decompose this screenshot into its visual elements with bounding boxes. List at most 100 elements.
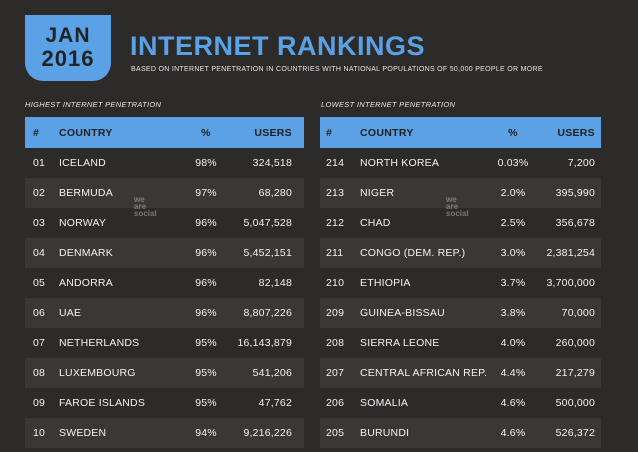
rank-cell: 206 xyxy=(326,397,345,409)
table-row: 206 SOMALIA 4.6% 500,000 xyxy=(320,388,601,418)
rank-cell: 208 xyxy=(326,337,345,349)
country-cell: NETHERLANDS xyxy=(59,337,140,349)
users-cell: 16,143,879 xyxy=(237,337,292,349)
rank-cell: 01 xyxy=(33,157,46,169)
users-cell: 356,678 xyxy=(555,217,595,229)
table-row: 05 ANDORRA 96% 82,148 xyxy=(25,268,304,298)
table-row: 209 GUINEA-BISSAU 3.8% 70,000 xyxy=(320,298,601,328)
rank-cell: 214 xyxy=(326,157,345,169)
page-title: INTERNET RANKINGS xyxy=(130,31,426,61)
pct-cell: 96% xyxy=(195,247,217,259)
table-row: 10 SWEDEN 94% 9,216,226 xyxy=(25,418,304,448)
users-cell: 5,047,528 xyxy=(243,217,292,229)
rank-cell: 08 xyxy=(33,367,46,379)
table-header: # COUNTRY % USERS xyxy=(25,117,304,148)
date-badge: JAN 2016 xyxy=(25,15,111,81)
pct-cell: 95% xyxy=(195,337,217,349)
users-cell: 82,148 xyxy=(258,277,292,289)
rank-cell: 07 xyxy=(33,337,46,349)
table-row: 207 CENTRAL AFRICAN REP. 4.4% 217,279 xyxy=(320,358,601,388)
pct-cell: 4.6% xyxy=(500,427,526,439)
users-cell: 5,452,151 xyxy=(243,247,292,259)
table-row: 03 NORWAY 96% 5,047,528 xyxy=(25,208,304,238)
rank-cell: 210 xyxy=(326,277,345,289)
pct-cell: 4.0% xyxy=(500,337,526,349)
country-cell: LUXEMBOURG xyxy=(59,367,136,379)
users-cell: 70,000 xyxy=(561,307,595,319)
pct-cell: 96% xyxy=(195,277,217,289)
pct-cell: 98% xyxy=(195,157,217,169)
rank-cell: 211 xyxy=(326,247,344,259)
country-cell: NORWAY xyxy=(59,217,107,229)
pct-cell: 97% xyxy=(195,187,217,199)
table-row: 212 CHAD 2.5% 356,678 xyxy=(320,208,601,238)
table-row: 06 UAE 96% 8,807,226 xyxy=(25,298,304,328)
left-section-title: HIGHEST INTERNET PENETRATION xyxy=(25,100,162,109)
table-row: 07 NETHERLANDS 95% 16,143,879 xyxy=(25,328,304,358)
country-cell: SIERRA LEONE xyxy=(360,337,440,349)
table-row: 04 DENMARK 96% 5,452,151 xyxy=(25,238,304,268)
column-header-country: COUNTRY xyxy=(59,126,113,139)
country-cell: FAROE ISLANDS xyxy=(59,397,146,409)
country-cell: NIGER xyxy=(360,187,395,199)
users-cell: 2,381,254 xyxy=(546,247,595,259)
country-cell: ICELAND xyxy=(59,157,106,169)
country-cell: CHAD xyxy=(360,217,391,229)
table-row: 205 BURUNDI 4.6% 526,372 xyxy=(320,418,601,448)
pct-cell: 95% xyxy=(195,367,217,379)
country-cell: GUINEA-BISSAU xyxy=(360,307,445,319)
users-cell: 526,372 xyxy=(555,427,595,439)
table-row: 01 ICELAND 98% 324,518 xyxy=(25,148,304,178)
column-header-pct: % xyxy=(201,126,211,139)
table-row: 211 CONGO (DEM. REP.) 3.0% 2,381,254 xyxy=(320,238,601,268)
page-subtitle: BASED ON INTERNET PENETRATION IN COUNTRI… xyxy=(131,66,543,73)
users-cell: 47,762 xyxy=(258,397,292,409)
rank-cell: 209 xyxy=(326,307,345,319)
column-header-rank: # xyxy=(33,126,40,139)
country-cell: SWEDEN xyxy=(59,427,107,439)
pct-cell: 4.4% xyxy=(500,367,526,379)
country-cell: CENTRAL AFRICAN REP. xyxy=(360,367,488,379)
country-cell: UAE xyxy=(59,307,82,319)
pct-cell: 0.03% xyxy=(497,157,529,169)
table-row: 02 BERMUDA 97% 68,280 xyxy=(25,178,304,208)
pct-cell: 3.8% xyxy=(500,307,526,319)
country-cell: SOMALIA xyxy=(360,397,409,409)
lowest-penetration-table: # COUNTRY % USERS 214 NORTH KOREA 0.03% … xyxy=(320,117,601,448)
table-header: # COUNTRY % USERS xyxy=(320,117,601,148)
country-cell: NORTH KOREA xyxy=(360,157,440,169)
country-cell: BERMUDA xyxy=(59,187,113,199)
pct-cell: 94% xyxy=(195,427,217,439)
country-cell: ANDORRA xyxy=(59,277,113,289)
table-row: 214 NORTH KOREA 0.03% 7,200 xyxy=(320,148,601,178)
rank-cell: 10 xyxy=(33,427,46,439)
country-cell: DENMARK xyxy=(59,247,113,259)
pct-cell: 3.0% xyxy=(500,247,526,259)
table-row: 213 NIGER 2.0% 395,990 xyxy=(320,178,601,208)
table-row: 210 ETHIOPIA 3.7% 3,700,000 xyxy=(320,268,601,298)
users-cell: 324,518 xyxy=(252,157,292,169)
country-cell: CONGO (DEM. REP.) xyxy=(360,247,466,259)
pct-cell: 96% xyxy=(195,217,217,229)
column-header-users: USERS xyxy=(254,126,292,139)
highest-penetration-table: # COUNTRY % USERS 01 ICELAND 98% 324,518… xyxy=(25,117,304,448)
country-cell: ETHIOPIA xyxy=(360,277,411,289)
users-cell: 8,807,226 xyxy=(243,307,292,319)
table-row: 08 LUXEMBOURG 95% 541,206 xyxy=(25,358,304,388)
right-section-title: LOWEST INTERNET PENETRATION xyxy=(321,100,456,109)
users-cell: 7,200 xyxy=(567,157,595,169)
pct-cell: 96% xyxy=(195,307,217,319)
users-cell: 217,279 xyxy=(555,367,595,379)
column-header-country: COUNTRY xyxy=(360,126,414,139)
users-cell: 9,216,226 xyxy=(243,427,292,439)
users-cell: 260,000 xyxy=(555,337,595,349)
users-cell: 395,990 xyxy=(555,187,595,199)
column-header-rank: # xyxy=(326,126,333,139)
rank-cell: 03 xyxy=(33,217,46,229)
table-row: 208 SIERRA LEONE 4.0% 260,000 xyxy=(320,328,601,358)
date-year: 2016 xyxy=(41,46,95,72)
rank-cell: 06 xyxy=(33,307,46,319)
column-header-pct: % xyxy=(508,126,518,139)
rank-cell: 213 xyxy=(326,187,345,199)
